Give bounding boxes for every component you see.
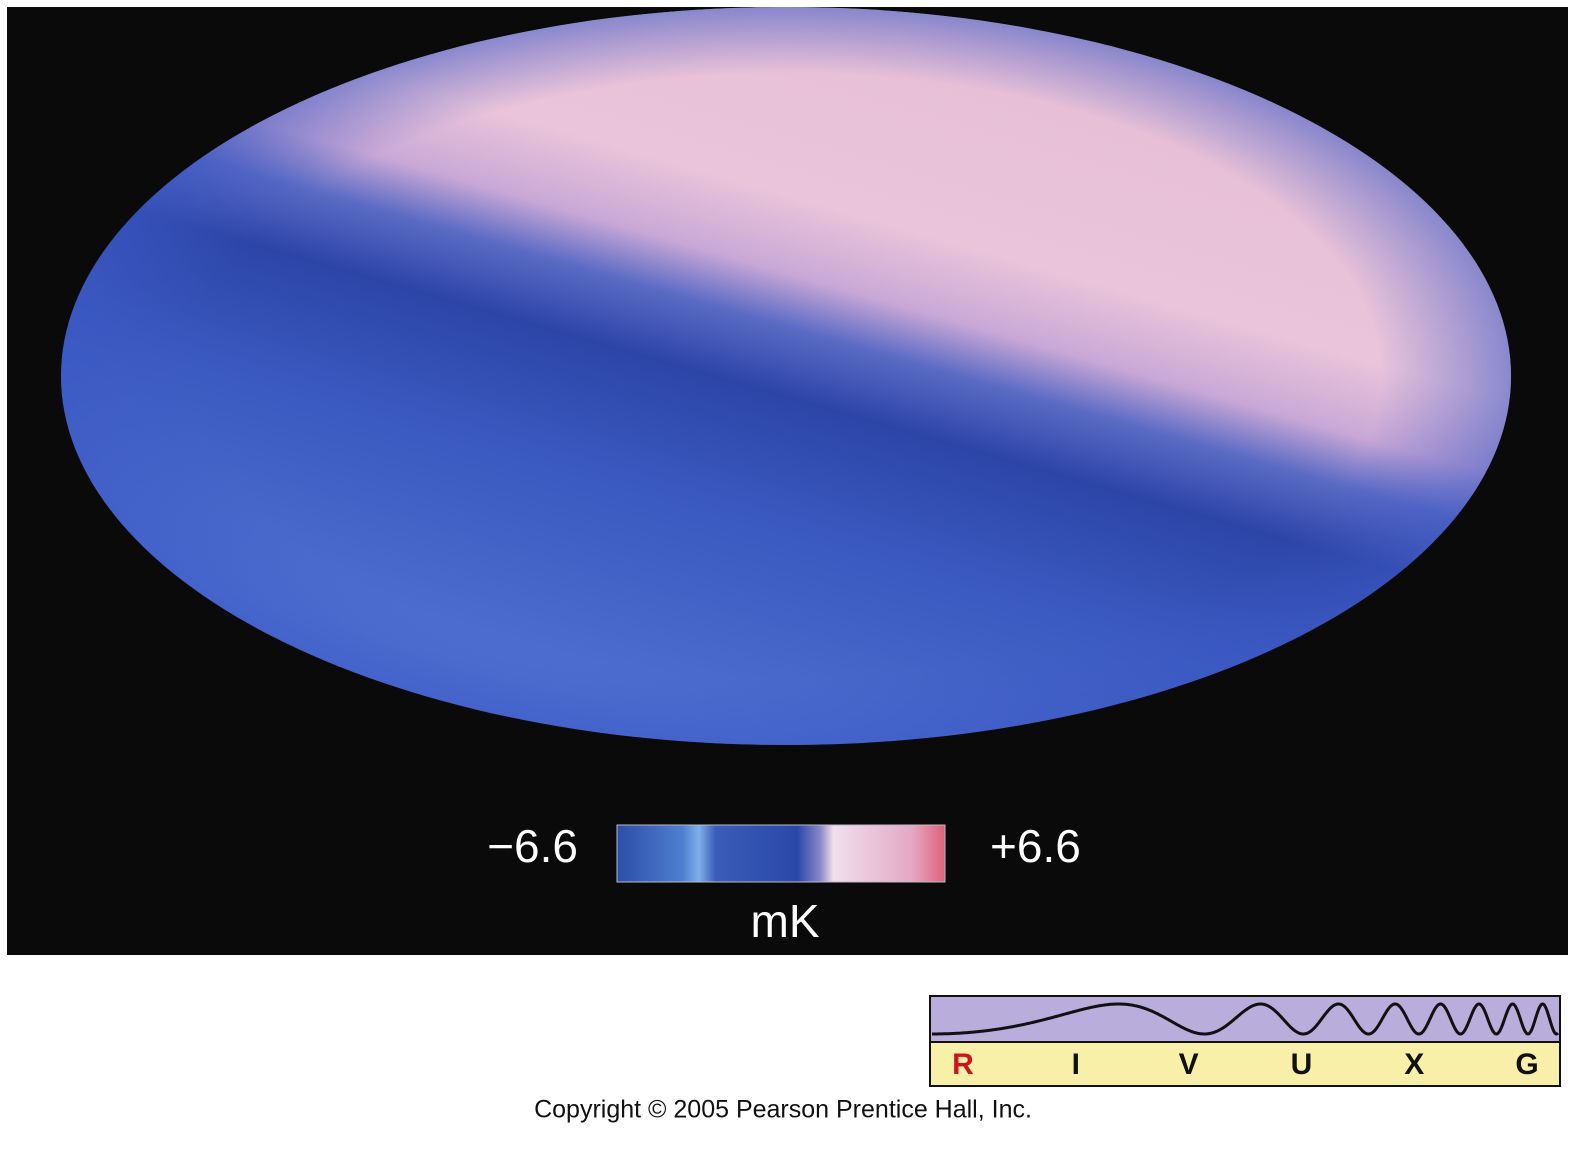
sky-map-rim <box>61 7 1511 745</box>
colorbar <box>616 824 946 883</box>
band-label: I <box>1072 1048 1080 1081</box>
band-label: X <box>1404 1048 1424 1081</box>
colorbar-min: −6.6 <box>487 820 578 872</box>
band-label: V <box>1179 1048 1199 1081</box>
band-box <box>929 1041 1561 1087</box>
band-label: G <box>1515 1048 1538 1081</box>
band-label: R <box>952 1048 974 1081</box>
copyright: Copyright © 2005 Pearson Prentice Hall, … <box>534 1096 1032 1124</box>
band-label: U <box>1291 1048 1313 1081</box>
wave-box <box>929 995 1561 1043</box>
colorbar-unit: mK <box>751 895 820 947</box>
wave <box>932 1002 1560 1036</box>
colorbar-max: +6.6 <box>990 820 1081 872</box>
